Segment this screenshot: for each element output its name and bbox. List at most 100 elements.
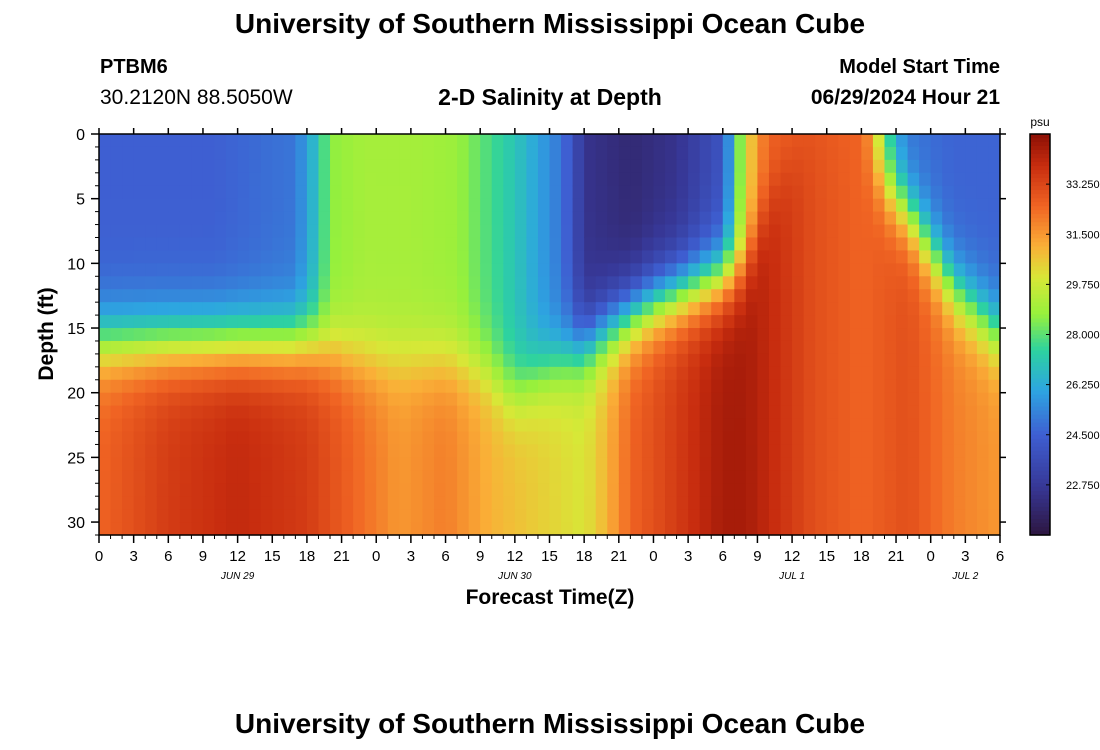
heatmap-cell bbox=[272, 483, 285, 497]
heatmap-cell bbox=[745, 379, 759, 394]
heatmap-cell bbox=[803, 353, 816, 368]
heatmap-cell bbox=[792, 444, 805, 458]
heatmap-cell bbox=[792, 392, 805, 407]
colorbar-swatch bbox=[1030, 466, 1050, 472]
x-tick-label: 21 bbox=[888, 548, 905, 565]
heatmap-cell bbox=[283, 418, 296, 433]
heatmap-cell bbox=[110, 159, 123, 174]
heatmap-cell bbox=[803, 211, 816, 226]
heatmap-cell bbox=[503, 522, 516, 536]
heatmap-cell bbox=[422, 483, 435, 497]
heatmap-cell bbox=[826, 470, 839, 484]
heatmap-cell bbox=[780, 302, 793, 316]
heatmap-cell bbox=[584, 185, 597, 200]
heatmap-cell bbox=[930, 509, 943, 523]
heatmap-cell bbox=[341, 340, 354, 355]
heatmap-cell bbox=[607, 444, 620, 458]
heatmap-cell bbox=[387, 444, 400, 458]
heatmap-cell bbox=[884, 224, 897, 239]
heatmap-cell bbox=[976, 328, 990, 342]
heatmap-cell bbox=[849, 134, 862, 148]
heatmap-cell bbox=[688, 457, 701, 471]
heatmap-cell bbox=[607, 470, 620, 484]
heatmap-cell bbox=[249, 302, 262, 316]
heatmap-cell bbox=[919, 353, 932, 368]
colorbar-swatch bbox=[1030, 266, 1050, 271]
heatmap-cell bbox=[815, 263, 828, 277]
heatmap-cell bbox=[306, 444, 320, 458]
heatmap-cell bbox=[491, 185, 504, 200]
heatmap-cell bbox=[676, 392, 689, 407]
heatmap-cell bbox=[676, 483, 689, 497]
heatmap-cell bbox=[676, 353, 689, 368]
heatmap-cell bbox=[191, 444, 204, 458]
heatmap-cell bbox=[665, 340, 678, 355]
heatmap-cell bbox=[838, 470, 851, 484]
heatmap-cell bbox=[376, 237, 389, 252]
heatmap-cell bbox=[237, 276, 250, 290]
heatmap-cell bbox=[803, 405, 816, 420]
heatmap-cell bbox=[156, 172, 169, 187]
heatmap-cell bbox=[214, 276, 227, 290]
heatmap-cell bbox=[699, 237, 712, 252]
heatmap-cell bbox=[179, 340, 193, 355]
heatmap-cell bbox=[976, 159, 990, 174]
colorbar-swatch bbox=[1030, 298, 1050, 304]
heatmap-cell bbox=[653, 509, 666, 523]
heatmap-cell bbox=[514, 134, 527, 148]
heatmap-cell bbox=[422, 444, 435, 458]
colorbar-swatch bbox=[1030, 314, 1050, 320]
heatmap-cell bbox=[584, 431, 597, 446]
heatmap-cell bbox=[283, 496, 296, 510]
heatmap-cell bbox=[122, 134, 135, 148]
heatmap-cell bbox=[318, 405, 331, 420]
heatmap-cell bbox=[260, 340, 273, 355]
heatmap-cell bbox=[249, 146, 262, 161]
heatmap-cell bbox=[896, 522, 909, 536]
heatmap-cell bbox=[468, 418, 481, 433]
heatmap-cell bbox=[260, 237, 273, 252]
heatmap-cell bbox=[884, 185, 897, 200]
heatmap-cell bbox=[849, 172, 862, 187]
heatmap-cell bbox=[214, 237, 227, 252]
heatmap-cell bbox=[260, 405, 273, 420]
heatmap-cell bbox=[526, 483, 539, 497]
heatmap-cell bbox=[907, 198, 920, 213]
heatmap-cell bbox=[930, 405, 943, 420]
heatmap-cell bbox=[595, 276, 608, 290]
y-tick-label: 15 bbox=[67, 321, 85, 338]
heatmap-cell bbox=[838, 457, 851, 471]
heatmap-cell bbox=[641, 366, 655, 381]
heatmap-cell bbox=[179, 392, 193, 407]
heatmap-cell bbox=[919, 134, 932, 148]
colorbar-swatch bbox=[1030, 286, 1050, 291]
heatmap-cell bbox=[896, 366, 909, 381]
heatmap-cell bbox=[399, 263, 412, 277]
heatmap-cell bbox=[410, 444, 424, 458]
date-label: JUL 1 bbox=[778, 571, 805, 582]
heatmap-cell bbox=[630, 444, 643, 458]
heatmap-cell bbox=[930, 470, 943, 484]
heatmap-cell bbox=[376, 172, 389, 187]
heatmap-cell bbox=[295, 146, 308, 161]
heatmap-cell bbox=[607, 211, 620, 226]
heatmap-cell bbox=[872, 366, 886, 381]
heatmap-cell bbox=[214, 224, 227, 239]
heatmap-cell bbox=[561, 276, 574, 290]
heatmap-cell bbox=[630, 250, 643, 264]
heatmap-cell bbox=[457, 250, 470, 264]
heatmap-cell bbox=[226, 315, 239, 329]
heatmap-cell bbox=[99, 250, 112, 264]
heatmap-cell bbox=[514, 237, 527, 252]
heatmap-cell bbox=[191, 315, 204, 329]
heatmap-cell bbox=[722, 431, 735, 446]
heatmap-cell bbox=[792, 224, 805, 239]
heatmap-cell bbox=[295, 340, 308, 355]
heatmap-cell bbox=[584, 483, 597, 497]
heatmap-cell bbox=[457, 444, 470, 458]
heatmap-cell bbox=[341, 392, 354, 407]
heatmap-cell bbox=[272, 470, 285, 484]
heatmap-cell bbox=[318, 509, 331, 523]
heatmap-cell bbox=[872, 457, 886, 471]
heatmap-cell bbox=[607, 457, 620, 471]
